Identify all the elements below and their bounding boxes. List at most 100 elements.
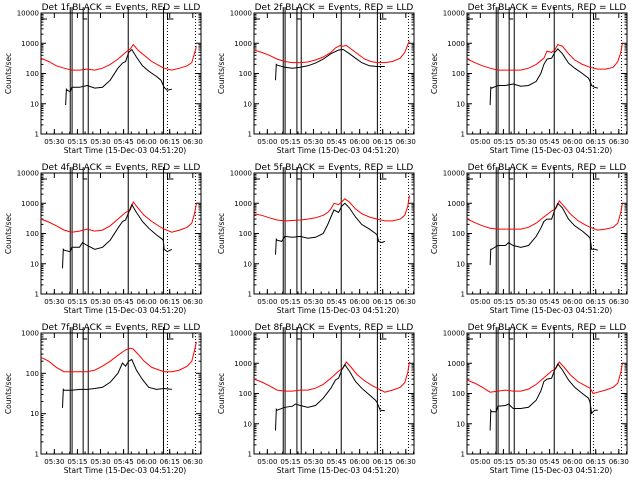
x-tick-label: 06:15 [160,138,180,146]
interval-bracket-mark [592,12,600,20]
interval-bracket-mark [296,172,301,180]
interval-bracket-mark [40,172,47,180]
y-tick-label: 100 [239,390,252,398]
y-tick-label: 100 [26,370,39,378]
detector-panel: Det 7f BLACK = Events, RED = LLD 1 10 100 10… [0,320,213,480]
x-tick-label: 05:30 [44,458,64,466]
y-tick-label: 1000 [234,360,252,368]
y-tick-label: 10000 [17,170,39,178]
x-tick-label: 06:30 [183,138,203,146]
detector-chart: Det 7f BLACK = Events, RED = LLD 1 10 100 10… [4,323,203,475]
interval-bracket-mark [253,12,260,20]
lld-series-line [466,199,623,231]
lld-series-line [466,361,623,395]
interval-bracket-mark [253,172,260,180]
y-tick-label: 1000 [447,200,465,208]
y-tick-label: 100 [452,390,465,398]
x-axis-label: Start Time (15-Dec-03 04:51:20) [490,146,612,155]
x-tick-label: 05:30 [44,298,64,306]
y-tick-label: 1000 [234,200,252,208]
detector-panel: Det 1f BLACK = Events, RED = LLD 1 10 100 10… [0,0,213,160]
x-tick-label: 06:15 [373,298,393,306]
x-axis-label: Start Time (15-Dec-03 04:51:20) [64,466,186,475]
x-tick-label: 06:15 [160,298,180,306]
x-tick-label: 06:15 [586,298,606,306]
detector-chart: Det 6f BLACK = Events, RED = LLD 1 10 100 10… [430,163,629,315]
x-tick-label: 05:30 [90,458,110,466]
x-tick-label: 05:00 [470,298,490,306]
events-series-line [65,48,172,106]
chart-title: Det 3f BLACK = Events, RED = LLD [468,3,627,13]
x-tick-label: 05:45 [326,138,346,146]
plot-frame [466,172,628,295]
y-tick-label: 1 [461,131,465,139]
y-tick-label: 1000 [21,330,39,338]
y-tick-label: 100 [239,230,252,238]
detector-panel: Det 4f BLACK = Events, RED = LLD 1 10 100 10… [0,160,213,320]
plot-frame [253,12,415,135]
x-axis-label: Start Time (15-Dec-03 04:51:20) [64,146,186,155]
x-tick-label: 05:45 [326,458,346,466]
y-tick-label: 1000 [447,40,465,48]
plot-frame [40,12,202,135]
x-tick-label: 05:30 [303,298,323,306]
interval-bracket-mark [466,332,473,340]
x-axis-label: Start Time (15-Dec-03 04:51:20) [277,306,399,315]
x-tick-label: 06:00 [137,298,157,306]
interval-bracket-mark [466,12,473,20]
events-series-line [275,363,385,431]
y-tick-label: 1000 [234,40,252,48]
interval-bracket-mark [166,12,174,20]
x-axis-label: Start Time (15-Dec-03 04:51:20) [277,146,399,155]
y-tick-label: 100 [452,230,465,238]
y-tick-label: 100 [239,70,252,78]
x-tick-label: 05:45 [113,298,133,306]
detector-panel: Det 8f BLACK = Events, RED = LLD 1 10 100 10… [213,320,426,480]
y-tick-label: 1 [461,291,465,299]
x-tick-label: 05:45 [113,458,133,466]
x-tick-label: 05:15 [67,298,87,306]
x-tick-label: 05:00 [470,138,490,146]
y-tick-label: 10000 [230,330,252,338]
detector-chart: Det 1f BLACK = Events, RED = LLD 1 10 100 10… [4,3,203,155]
detector-panel: Det 3f BLACK = Events, RED = LLD 1 10 100 10… [426,0,639,160]
y-tick-label: 10000 [443,330,465,338]
y-tick-label: 1 [248,291,252,299]
interval-bracket-mark [592,172,600,180]
x-axis-label: Start Time (15-Dec-03 04:51:20) [64,306,186,315]
x-tick-label: 05:45 [539,138,559,146]
x-tick-label: 05:30 [516,458,536,466]
x-tick-label: 05:30 [90,138,110,146]
y-axis-label: Counts/sec [430,53,439,94]
x-tick-label: 05:15 [493,298,513,306]
y-tick-label: 10 [243,100,252,108]
x-tick-label: 06:30 [183,298,203,306]
y-tick-label: 10 [456,420,465,428]
chart-title: Det 2f BLACK = Events, RED = LLD [255,3,414,13]
interval-bracket-mark [40,12,47,20]
x-tick-label: 05:45 [539,298,559,306]
y-tick-label: 100 [26,70,39,78]
interval-bracket-mark [508,172,514,180]
plot-frame [466,332,628,455]
x-tick-label: 06:30 [183,458,203,466]
y-axis-label: Counts/sec [217,53,226,94]
y-tick-label: 10 [456,260,465,268]
y-tick-label: 10 [456,100,465,108]
chart-title: Det 8f BLACK = Events, RED = LLD [255,323,414,333]
detector-chart: Det 8f BLACK = Events, RED = LLD 1 10 100 10… [217,323,416,475]
interval-bracket-mark [296,332,301,340]
x-axis-label: Start Time (15-Dec-03 04:51:20) [277,466,399,475]
y-tick-label: 10 [243,420,252,428]
events-series-line [275,48,385,81]
x-tick-label: 05:15 [280,298,300,306]
x-tick-label: 06:00 [350,298,370,306]
x-tick-label: 06:30 [609,138,629,146]
x-tick-label: 06:00 [137,138,157,146]
interval-bracket-mark [82,332,88,340]
events-series-line [489,48,598,106]
events-series-line [275,202,385,255]
y-tick-label: 1 [248,451,252,459]
detector-chart: Det 9f BLACK = Events, RED = LLD 1 10 100 10… [430,323,629,475]
x-tick-label: 05:30 [303,458,323,466]
